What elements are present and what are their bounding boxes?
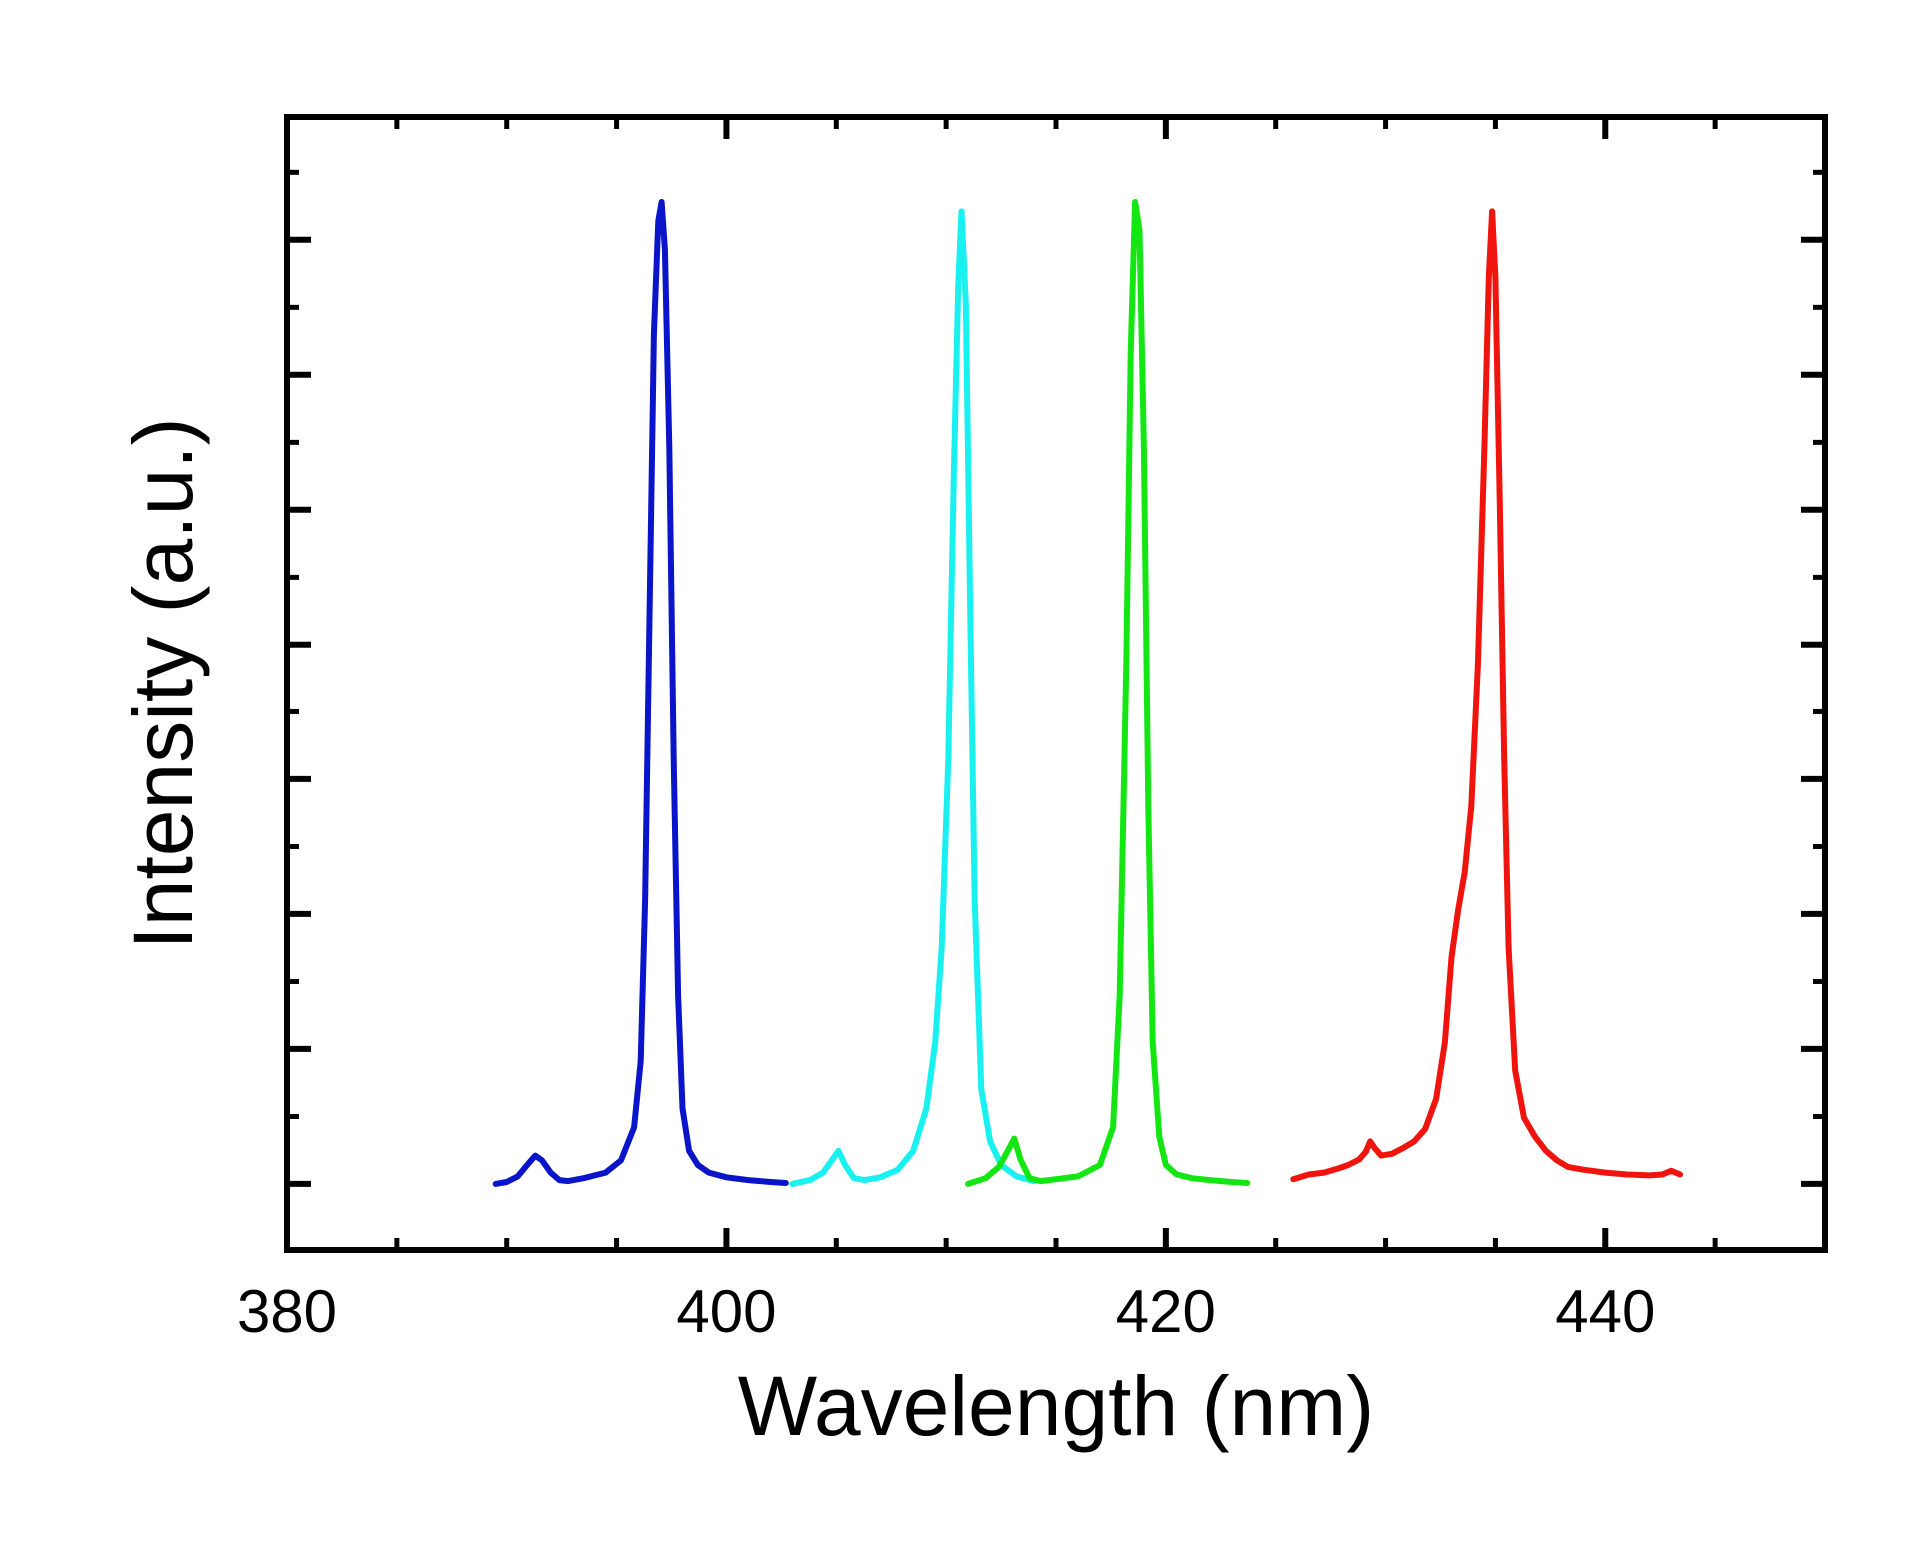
x-tick-label: 380 [237,1278,337,1345]
axes-layer: 380 400 420 440 [237,114,1828,1345]
x-tick-label: 440 [1555,1278,1655,1345]
series-line-3 [965,199,1251,1187]
y-axis-title: Intensity (a.u.) [116,417,210,949]
x-tick-label: 420 [1116,1278,1216,1345]
series-line-4 [1290,208,1683,1183]
series-line-1 [492,199,789,1187]
x-axis-title: Wavelength (nm) [738,1359,1374,1453]
x-tick-label: 400 [676,1278,776,1345]
series-line-2 [789,208,1037,1187]
series-layer [492,199,1683,1187]
plot-frame [284,114,1828,1253]
labels-layer: Wavelength (nm) Intensity (a.u.) [116,417,1374,1453]
